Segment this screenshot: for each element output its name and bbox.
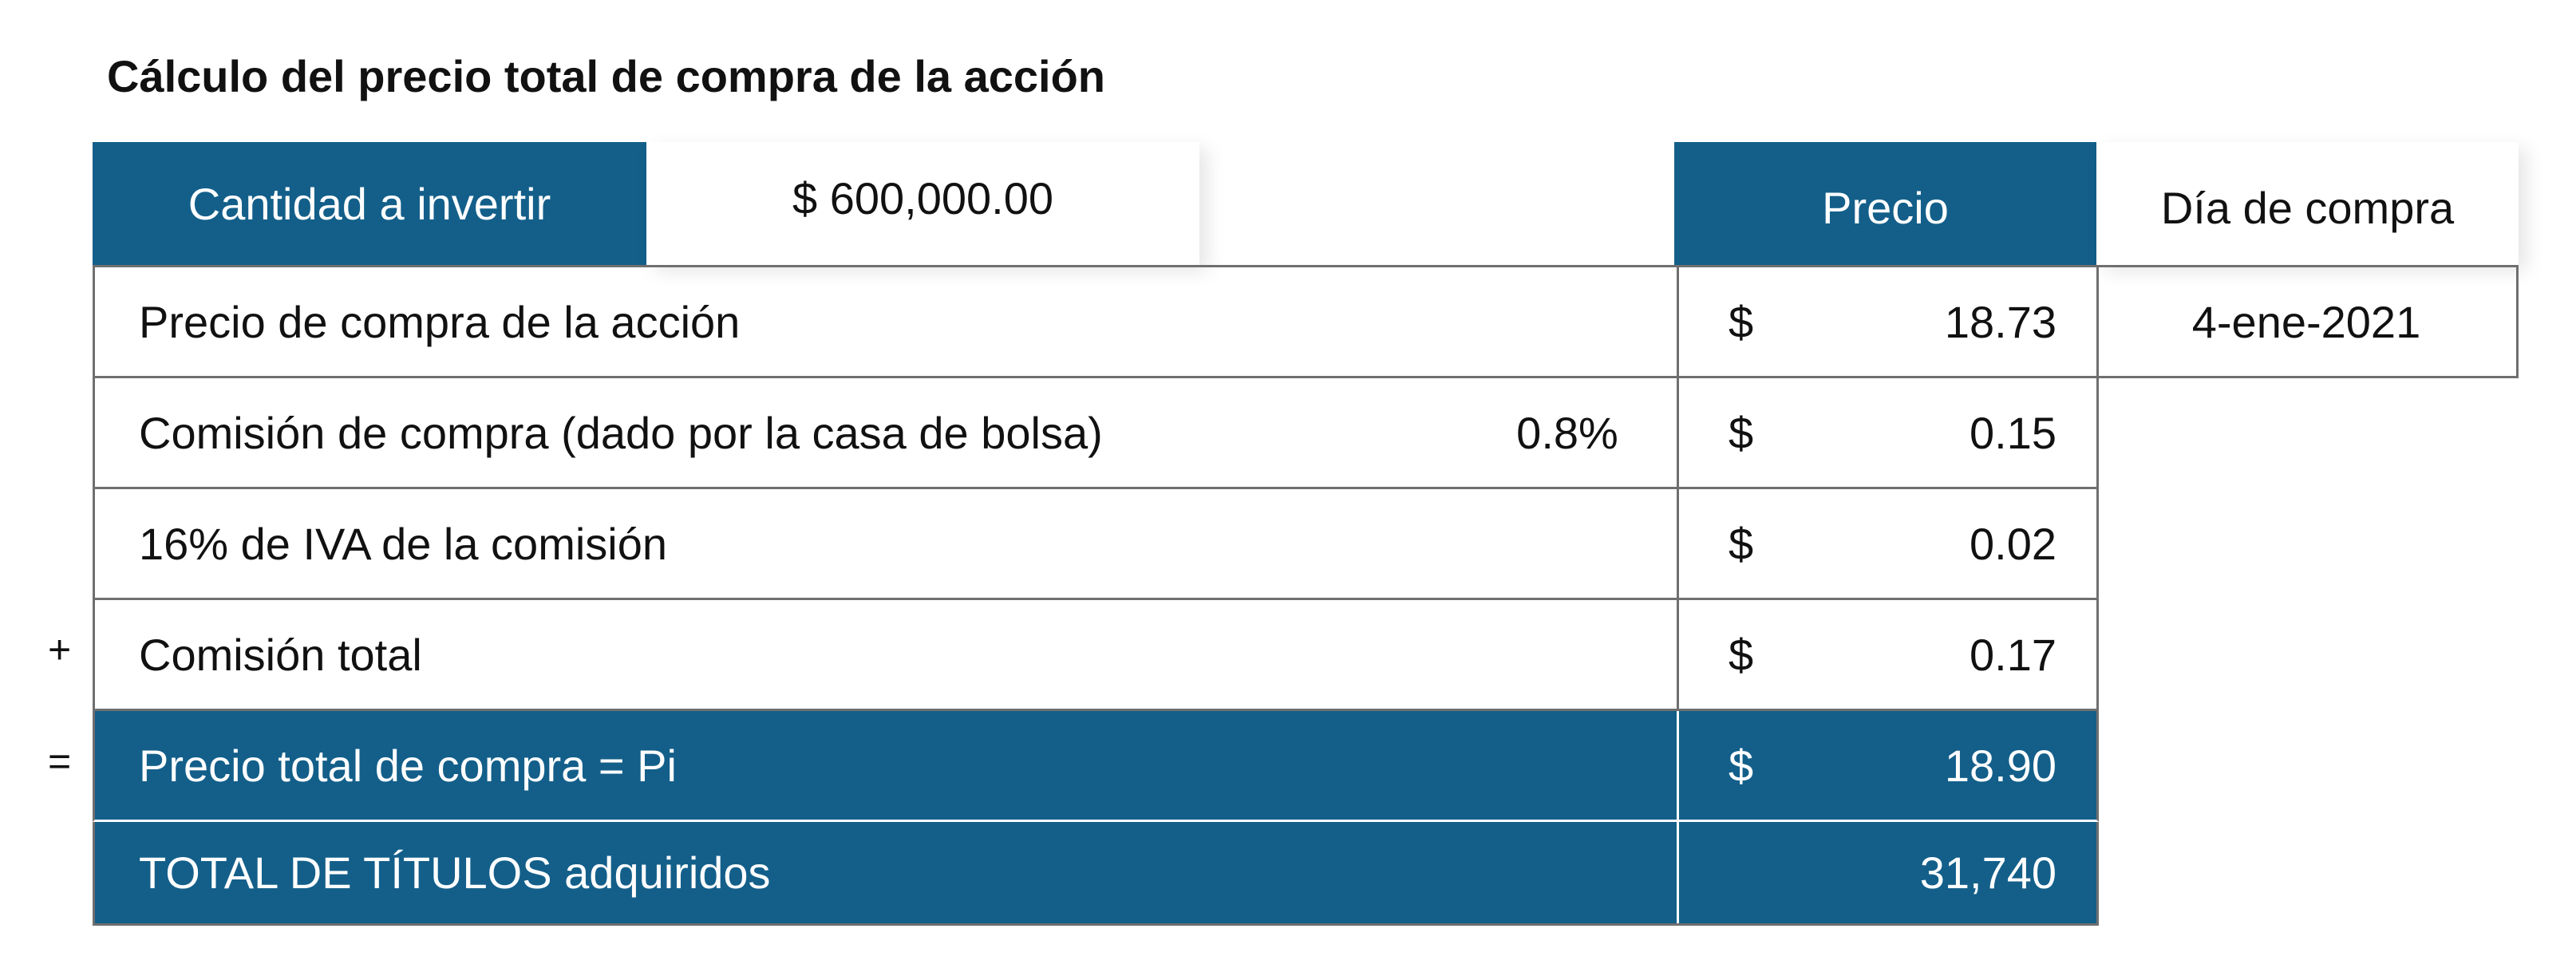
commission-rate: 0.8%: [1516, 407, 1618, 458]
column-divider: [1677, 600, 1679, 709]
row-value: 31,740: [1919, 848, 2056, 898]
table-row-total-titles: TOTAL DE TÍTULOS adquiridos 31,740: [93, 822, 2099, 926]
row-value: 0.02: [1970, 518, 2056, 569]
column-divider: [1677, 489, 1679, 598]
page-title: Cálculo del precio total de compra de la…: [107, 51, 1106, 101]
table-row: 16% de IVA de la comisión $ 0.02: [93, 489, 2099, 600]
row-currency: $: [1729, 740, 1754, 791]
column-divider: [1677, 378, 1679, 487]
row-label: Comisión de compra (dado por la casa de …: [139, 407, 1103, 458]
table-row-total-price: Precio total de compra = Pi $ 18.90: [93, 711, 2099, 822]
investment-value: $ 600,000.00: [792, 172, 1053, 223]
equals-sign: =: [48, 739, 72, 784]
row-value: 18.73: [1944, 296, 2056, 347]
row-currency: $: [1729, 407, 1754, 458]
row-label: Comisión total: [139, 629, 422, 680]
row-currency: $: [1729, 518, 1754, 569]
table-row: Comisión de compra (dado por la casa de …: [93, 378, 2099, 489]
column-divider: [1677, 267, 1679, 376]
row-value: 0.15: [1970, 407, 2056, 458]
row-currency: $: [1729, 296, 1754, 347]
investment-label: Cantidad a invertir: [188, 178, 551, 229]
row-label: Precio de compra de la acción: [139, 296, 741, 347]
row-value: 18.90: [1944, 740, 2056, 791]
investment-value-cell: $ 600,000.00: [646, 142, 1199, 265]
price-header-cell: Precio: [1674, 142, 2096, 265]
date-header: Día de compra: [2160, 182, 2455, 233]
row-label: 16% de IVA de la comisión: [139, 518, 668, 569]
table-row: Precio de compra de la acción $ 18.73: [93, 265, 2099, 378]
table-row: Comisión total $ 0.17: [93, 600, 2099, 711]
row-label: TOTAL DE TÍTULOS adquiridos: [139, 848, 771, 898]
date-header-cell: Día de compra: [2096, 142, 2519, 265]
row-label: Precio total de compra = Pi: [139, 740, 677, 791]
price-header: Precio: [1822, 182, 1949, 233]
investment-label-cell: Cantidad a invertir: [93, 142, 646, 265]
row-value: 0.17: [1970, 629, 2056, 680]
purchase-date: 4-ene-2021: [2096, 265, 2519, 378]
row-currency: $: [1729, 629, 1754, 680]
column-divider: [1677, 711, 1679, 820]
column-divider: [1677, 822, 1679, 923]
plus-sign: +: [48, 627, 72, 672]
